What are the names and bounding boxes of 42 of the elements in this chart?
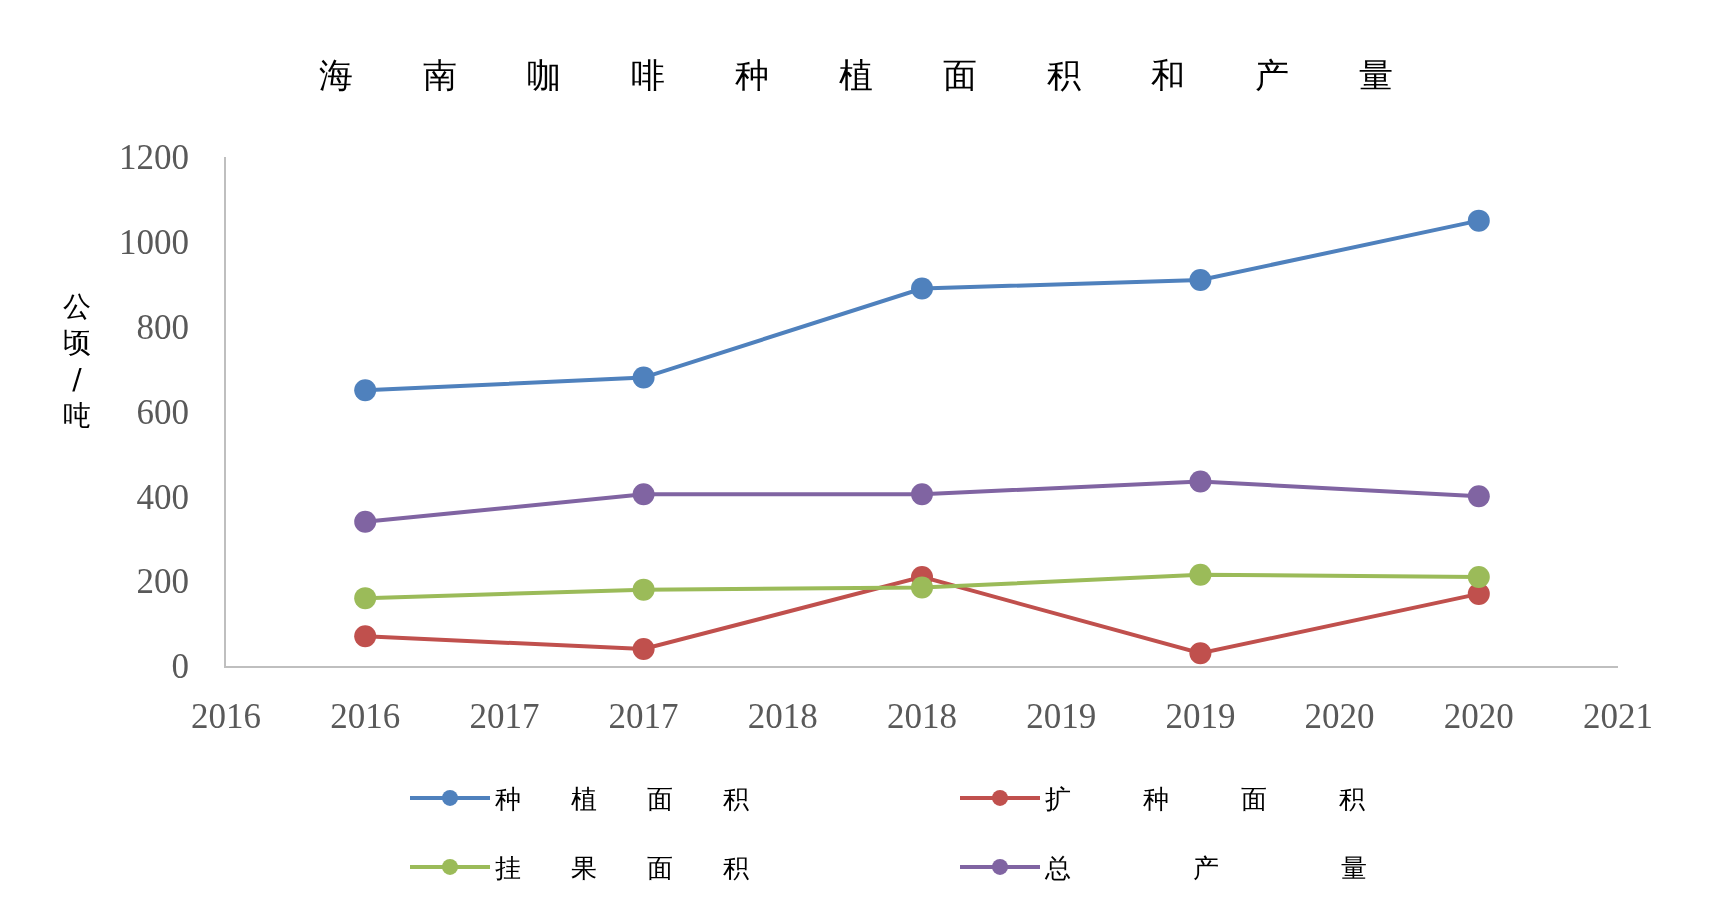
x-tick-label: 2018 (747, 697, 818, 736)
point (1189, 563, 1212, 586)
y-tick-label: 200 (136, 562, 189, 602)
x-tick-label: 2020 (1443, 697, 1514, 736)
legend-label: 种植面积 (495, 784, 799, 815)
chart-title: 海南咖啡种植面积和产量 (318, 54, 1463, 95)
point (632, 483, 655, 506)
x-tick-label: 2019 (1026, 697, 1097, 736)
point (911, 277, 933, 300)
point (1189, 642, 1212, 665)
x-tick-label: 2020 (1304, 697, 1375, 736)
point (354, 587, 377, 610)
x-tick-label: 2018 (887, 697, 957, 736)
y-tick-label: 800 (136, 307, 189, 347)
y-axis-title: 公顷/吨 (63, 290, 91, 433)
point (1467, 565, 1490, 588)
legend-label: 总产量 (1044, 853, 1489, 884)
y-tick-label: 0 (171, 647, 189, 687)
y-tick-label: 600 (136, 392, 189, 432)
point (911, 483, 933, 506)
x-tick-label: 2021 (1583, 697, 1653, 736)
x-tick-label: 2019 (1165, 697, 1236, 736)
x-tick-label: 2016 (191, 697, 261, 736)
point (1467, 209, 1490, 232)
x-tick-label: 2016 (330, 697, 401, 736)
point (354, 379, 377, 402)
point (1189, 470, 1212, 493)
point (354, 625, 377, 648)
point (1189, 269, 1212, 291)
point (632, 638, 655, 661)
point (354, 510, 377, 533)
x-tick-label: 2017 (608, 697, 679, 736)
x-tick-label: 2017 (469, 697, 540, 736)
point (1467, 485, 1490, 508)
legend-label: 扩种面积 (1045, 784, 1437, 815)
y-tick-label: 400 (136, 477, 189, 517)
legend-label: 挂果面积 (495, 853, 799, 884)
y-tick-label: 1000 (119, 223, 189, 263)
y-tick-label: 1200 (119, 138, 189, 178)
point (911, 576, 933, 599)
point (632, 578, 655, 601)
point (632, 366, 655, 389)
